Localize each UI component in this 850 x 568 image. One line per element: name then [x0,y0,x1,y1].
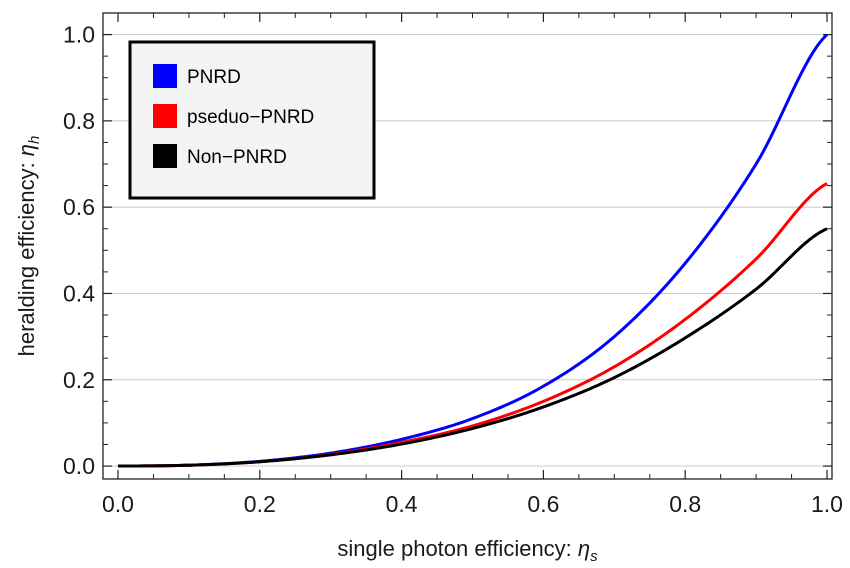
series-line [117,182,828,468]
legend-swatch [153,144,177,168]
plot-frame [102,12,833,480]
legend: PNRD pseduo−PNRD Non−PNRD [128,40,376,200]
series-line [117,227,828,468]
y-tick-label: 0.4 [63,280,95,306]
x-tick-label: 0.4 [386,491,418,517]
y-axis-title-text: heralding efficiency: [14,156,39,356]
x-axis-title-subscript: s [590,548,598,565]
series-lines [117,33,829,468]
y-axis-title-subscript: h [26,136,43,144]
axis-ticks: 0.0 0.2 0.4 0.6 0.8 1.0 0.0 0.2 0.4 0.6 0.8 1.0 [63,13,843,517]
y-tick-label: 0.8 [63,108,95,134]
legend-swatch [153,64,177,88]
x-tick-label: 0.0 [102,491,134,517]
legend-label: pseduo−PNRD [187,107,314,128]
y-tick-label: 0.2 [63,367,95,393]
y-axis-title: heralding efficiency: ηh [14,136,43,357]
x-tick-label: 1.0 [811,491,843,517]
y-axis-title-symbol: η [14,144,39,156]
y-tick-label: 1.0 [63,22,95,48]
x-axis-title-symbol: η [578,536,590,561]
legend-label: PNRD [187,67,241,88]
x-tick-label: 0.6 [527,491,559,517]
x-axis-title: single photon efficiency: ηs [337,536,598,565]
legend-label: Non−PNRD [187,147,287,168]
x-tick-label: 0.2 [244,491,276,517]
x-tick-label: 0.8 [669,491,701,517]
y-tick-label: 0.6 [63,194,95,220]
y-tick-label: 0.0 [63,453,95,479]
x-axis-title-text: single photon efficiency: [337,536,578,561]
legend-swatch [153,104,177,128]
